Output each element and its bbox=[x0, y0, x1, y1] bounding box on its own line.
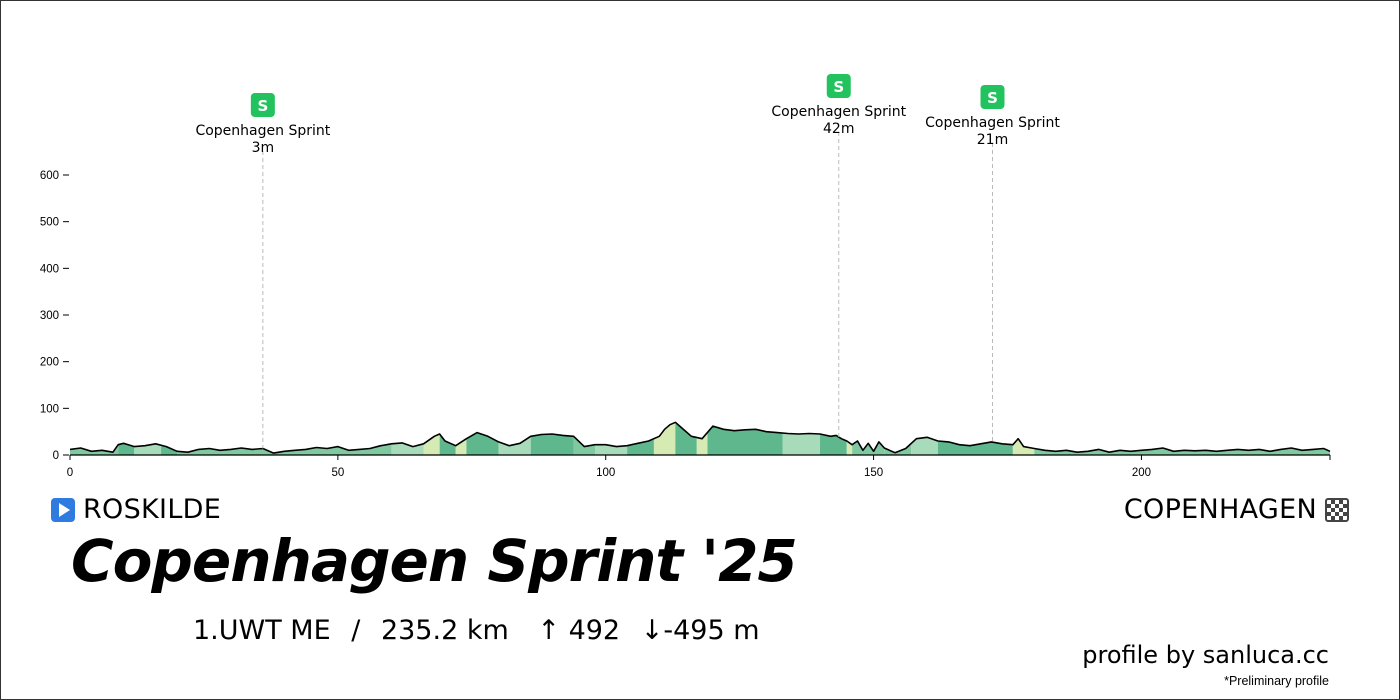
gradient-band bbox=[439, 422, 456, 455]
gradient-band bbox=[937, 422, 1013, 455]
x-tick-label: 100 bbox=[596, 467, 615, 479]
axes: 0 50 100 150 200 0 100 200 300 400 500 600 bbox=[40, 170, 1331, 479]
elevation-area bbox=[69, 421, 1331, 454]
sprint-icon-letter: S bbox=[257, 97, 268, 115]
gradient-band bbox=[466, 422, 499, 455]
gradient-band bbox=[134, 422, 162, 455]
x-tick-label: 150 bbox=[864, 467, 883, 479]
race-ascent: ↑ 492 bbox=[537, 615, 621, 646]
gradient-band bbox=[852, 422, 885, 455]
checkered-flag-icon bbox=[1325, 497, 1349, 522]
elevation-line bbox=[69, 421, 1331, 454]
race-category: 1.UWT ME bbox=[193, 615, 331, 646]
y-tick-label: 600 bbox=[40, 170, 59, 182]
gradient-band bbox=[595, 422, 628, 455]
gradient-band bbox=[782, 422, 820, 455]
gradient-band bbox=[455, 422, 467, 455]
gradient-band bbox=[70, 422, 119, 455]
sprint-name: Copenhagen Sprint bbox=[925, 115, 1060, 131]
y-tick-label: 500 bbox=[40, 217, 59, 229]
sprint-elevation: 3m bbox=[252, 140, 275, 156]
x-tick-label: 200 bbox=[1132, 467, 1151, 479]
finish-location: COPENHAGEN bbox=[1124, 494, 1349, 525]
gradient-band bbox=[911, 422, 938, 455]
gradient-band bbox=[653, 422, 676, 455]
gradient-band bbox=[820, 422, 847, 455]
gradient-band bbox=[573, 422, 595, 455]
sprint-icon-letter: S bbox=[833, 78, 844, 96]
gradient-band bbox=[675, 422, 697, 455]
sprint-elevation: 42m bbox=[823, 121, 854, 137]
gradient-band bbox=[846, 422, 853, 455]
race-meta: 1.UWT ME / 235.2 km ↑ 492 ↓-495 m bbox=[193, 615, 760, 646]
y-tick-label: 0 bbox=[53, 450, 59, 462]
gradient-band bbox=[177, 422, 392, 455]
gradient-bands bbox=[70, 422, 1330, 455]
finish-place-name: COPENHAGEN bbox=[1123, 494, 1317, 525]
gradient-band bbox=[884, 422, 912, 455]
race-title: Copenhagen Sprint '25 bbox=[71, 527, 798, 595]
profile-credit: profile by sanluca.cc bbox=[1082, 641, 1329, 669]
play-icon bbox=[51, 497, 75, 522]
y-tick-label: 400 bbox=[40, 263, 59, 275]
gradient-band bbox=[530, 422, 574, 455]
gradient-band bbox=[627, 422, 654, 455]
gradient-band bbox=[498, 422, 531, 455]
sprint-icon-letter: S bbox=[987, 89, 998, 107]
gradient-band bbox=[1012, 422, 1035, 455]
start-place-name: ROSKILDE bbox=[83, 494, 222, 525]
gradient-band bbox=[391, 422, 424, 455]
race-descent: ↓-495 m bbox=[640, 615, 760, 646]
sprint-elevation: 21m bbox=[977, 132, 1008, 148]
sprint-icon bbox=[826, 74, 851, 98]
sprint-icon bbox=[980, 85, 1005, 109]
x-tick-label: 0 bbox=[67, 467, 73, 479]
gradient-band bbox=[1034, 422, 1330, 455]
start-location: ROSKILDE bbox=[51, 494, 221, 525]
preliminary-note: *Preliminary profile bbox=[1224, 674, 1329, 688]
gradient-band bbox=[118, 422, 135, 455]
race-distance: 235.2 km bbox=[380, 615, 509, 646]
y-tick-label: 100 bbox=[40, 403, 59, 415]
y-tick-label: 300 bbox=[40, 310, 59, 322]
y-tick-label: 200 bbox=[40, 357, 59, 369]
meta-separator: / bbox=[351, 615, 361, 646]
sprint-icon bbox=[250, 93, 275, 117]
gradient-band bbox=[161, 422, 178, 455]
gradient-band bbox=[696, 422, 708, 455]
sprint-name: Copenhagen Sprint bbox=[771, 104, 906, 120]
x-tick-label: 50 bbox=[331, 467, 344, 479]
sprint-name: Copenhagen Sprint bbox=[195, 123, 330, 139]
gradient-band bbox=[707, 422, 783, 455]
gradient-band bbox=[423, 422, 440, 455]
